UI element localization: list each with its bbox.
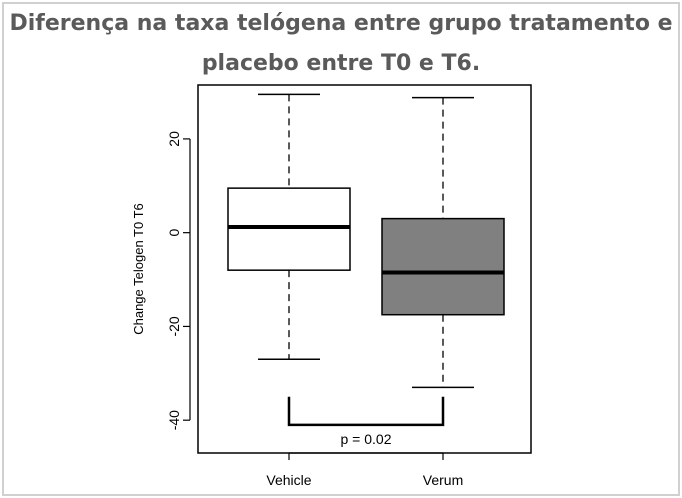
significance-annotation: p = 0.02	[287, 396, 445, 447]
iqr-box	[227, 187, 351, 271]
chart-title-line-2: placebo entre T0 e T6.	[201, 51, 481, 76]
y-tick-label: 20	[166, 131, 182, 147]
box-verum	[381, 96, 505, 389]
y-tick-label: -40	[166, 410, 182, 430]
box-vehicle	[227, 93, 351, 360]
y-axis-label: Change Telogen T0 T6	[131, 203, 146, 335]
x-tick-label: Verum	[423, 472, 463, 488]
y-tick-label: -20	[166, 316, 182, 336]
significance-bracket	[287, 396, 445, 427]
p-value-label: p = 0.02	[341, 431, 392, 447]
y-axis: 20 0 -20 -40	[166, 131, 191, 430]
x-tick-label: Vehicle	[266, 472, 311, 488]
iqr-box	[381, 217, 505, 316]
chart-title: Diferença na taxa telógena entre grupo t…	[0, 4, 682, 84]
x-axis: Vehicle Verum	[266, 452, 463, 488]
y-tick-label: 0	[166, 229, 182, 237]
chart-title-line-1: Diferença na taxa telógena entre grupo t…	[9, 11, 673, 36]
boxes	[227, 93, 505, 389]
